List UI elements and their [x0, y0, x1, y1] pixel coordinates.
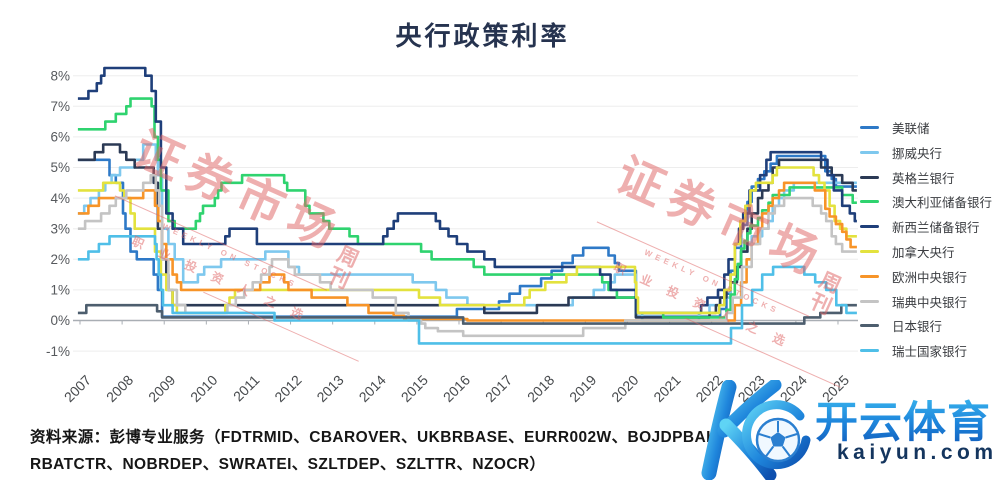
series-新西兰储备银行 — [77, 66, 857, 315]
legend-label: 美联储 — [892, 122, 930, 136]
x-tick-label: 2021 — [650, 372, 683, 405]
x-tick-label: 2019 — [566, 372, 599, 405]
legend-item: 挪威央行 — [860, 146, 992, 161]
x-tick-label: 2011 — [230, 372, 263, 405]
x-tick-label: 2008 — [103, 372, 136, 405]
legend-item: 美联储 — [860, 121, 992, 136]
legend-swatch — [860, 249, 879, 253]
y-tick-label: -1% — [46, 344, 70, 359]
legend-label: 英格兰银行 — [892, 171, 955, 186]
kaiyun-monogram-icon — [701, 380, 811, 480]
legend-swatch — [860, 225, 879, 229]
series-美联储 — [77, 154, 857, 318]
chart-title: 央行政策利率 — [395, 22, 570, 51]
x-tick-label: 2017 — [482, 372, 515, 405]
x-tick-label: 2014 — [356, 372, 389, 405]
x-tick-label: 2016 — [440, 372, 473, 405]
legend-swatch — [860, 200, 879, 204]
legend-swatch — [860, 274, 879, 278]
series-英格兰银行 — [77, 143, 857, 319]
y-tick-label: 0% — [50, 313, 70, 328]
x-tick-label: 2010 — [187, 372, 220, 405]
legend-item: 澳大利亚储备银行 — [860, 195, 993, 211]
legend-item: 加拿大央行 — [860, 245, 992, 260]
legend-swatch — [860, 175, 879, 179]
y-tick-label: 8% — [50, 68, 70, 83]
series-加拿大央行 — [77, 166, 857, 315]
x-tick-label: 2020 — [608, 372, 641, 405]
series-澳大利亚储备银行 — [77, 97, 857, 319]
legend-swatch — [860, 299, 879, 303]
x-tick-label: 2015 — [398, 372, 431, 405]
legend-item: 瑞士国家银行 — [860, 344, 992, 360]
legend-swatch — [860, 324, 879, 328]
legend-label: 新西兰储备银行 — [892, 221, 980, 236]
legend-swatch — [860, 150, 879, 154]
y-tick-label: 2% — [50, 252, 70, 267]
y-tick-label: 5% — [50, 160, 70, 175]
legend-label: 欧洲中央银行 — [892, 270, 968, 285]
x-tick-label: 2012 — [271, 372, 304, 405]
legend-label: 日本银行 — [892, 320, 943, 335]
y-tick-label: 4% — [50, 191, 70, 206]
legend-item: 欧洲中央银行 — [860, 270, 992, 285]
legend-item: 瑞典中央银行 — [860, 295, 992, 310]
series-瑞士国家银行 — [77, 235, 857, 345]
x-tick-label: 2018 — [524, 372, 557, 405]
legend-swatch — [860, 349, 879, 353]
legend-item: 新西兰储备银行 — [860, 220, 992, 236]
source-line-1: 资料来源：彭博专业服务（FDTRMID、CBAROVER、UKBRBASE、EU… — [30, 429, 732, 446]
brand-name-cn: 开云体育 — [815, 388, 991, 450]
chart-legend: 美联储挪威央行英格兰银行澳大利亚储备银行 新西兰储备银行 加拿大央行欧洲中央银行 瑞典… — [860, 121, 992, 369]
series-日本银行 — [77, 303, 857, 325]
brand-domain: kaiyun.com — [837, 441, 998, 464]
y-tick-label: 7% — [50, 99, 70, 114]
legend-swatch — [860, 126, 879, 129]
y-tick-label: 3% — [50, 221, 70, 236]
y-tick-label: 6% — [50, 130, 70, 145]
x-tick-label: 2013 — [313, 372, 346, 405]
series-瑞典中央银行 — [77, 173, 857, 338]
y-tick-label: 1% — [50, 283, 70, 298]
legend-label: 挪威央行 — [892, 146, 943, 161]
legend-label: 瑞士国家银行 — [892, 345, 968, 360]
legend-label: 加拿大央行 — [892, 245, 955, 260]
x-tick-label: 2009 — [145, 372, 178, 405]
source-line-2: RBATCTR、NOBRDEP、SWRATEI、SZLTDEP、SZLTTR、N… — [30, 456, 546, 473]
legend-item: 日本银行 — [860, 319, 992, 335]
legend-item: 英格兰银行 — [860, 171, 992, 186]
legend-label: 瑞典中央银行 — [892, 295, 968, 310]
legend-label: 澳大利亚储备银行 — [892, 196, 993, 211]
kaiyun-logo: 开云体育 kaiyun.com — [685, 378, 995, 483]
source-note: 资料来源：彭博专业服务（FDTRMID、CBAROVER、UKBRBASE、EU… — [30, 424, 732, 478]
x-tick-label: 2007 — [61, 372, 94, 405]
